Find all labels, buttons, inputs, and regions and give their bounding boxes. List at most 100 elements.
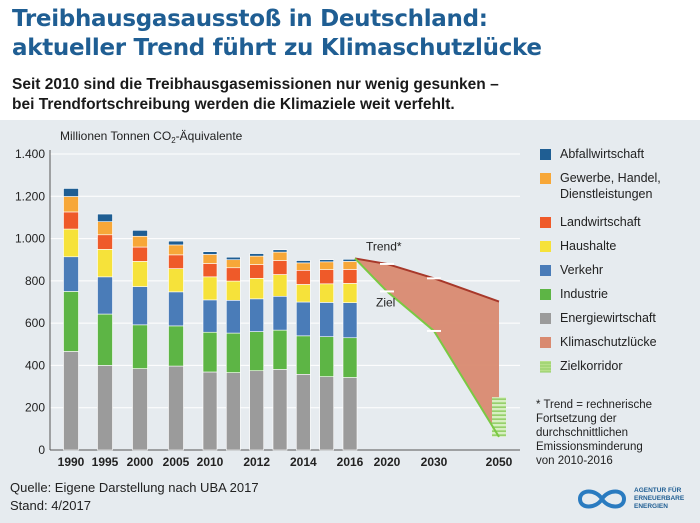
bar-segment [296, 262, 311, 271]
bar-segment [342, 261, 358, 270]
subtitle-line-1: Seit 2010 sind die Treibhausgasemissione… [12, 76, 499, 93]
bar-segment [226, 267, 241, 282]
trend-footnote: Emissionsminderung [536, 441, 643, 453]
bar-segment [272, 295, 288, 331]
x-tick-label: 2020 [374, 455, 401, 469]
legend-label: Verkehr [560, 263, 603, 277]
aee-logo: AGENTUR FÜR ERNEUERBARE ENERGIEN [574, 485, 694, 513]
legend-label: Dienstleistungen [560, 187, 652, 201]
bar-segment [168, 240, 184, 246]
climate-gap-area [355, 258, 499, 437]
bar-segment [202, 263, 218, 278]
legend-swatch [540, 149, 551, 160]
logo-text-3: ENERGIEN [634, 503, 668, 510]
bar-segment [319, 336, 334, 377]
y-tick-label: 600 [25, 316, 45, 330]
bar-segment [132, 324, 148, 369]
emissions-chart: 0 200 400 600 800 1.000 1.200 1.400 Millionen To… [15, 129, 661, 469]
trend-footnote: von 2010-2016 [536, 455, 613, 467]
legend-label: Gewerbe, Handel, [560, 171, 661, 185]
y-tick-label: 800 [25, 274, 45, 288]
bar-segment [249, 298, 264, 332]
trend-line [354, 257, 500, 303]
legend-label: Landwirtschaft [560, 215, 641, 229]
y-tick-label: 1.000 [15, 232, 45, 246]
legend-swatch [540, 265, 551, 276]
trend-footnote: durchschnittlichen [536, 427, 628, 439]
chart-panel: 0 200 400 600 800 1.000 1.200 1.400 Millionen To… [0, 120, 700, 523]
bar-segment [296, 374, 311, 451]
bar-segment [168, 254, 184, 269]
bar-segment [132, 286, 148, 326]
target-label: Ziel [376, 295, 395, 309]
legend-swatch [540, 337, 551, 348]
x-tick-label: 2012 [243, 455, 270, 469]
y-axis-label: Millionen Tonnen CO2-Äquivalente [60, 129, 243, 145]
bar-segment [63, 351, 79, 451]
legend-swatch [540, 289, 551, 300]
bar-segment [97, 213, 113, 222]
bar-segment [226, 300, 241, 334]
bar-segment [249, 255, 264, 265]
bar-segment [168, 291, 184, 327]
bar-segment [272, 274, 288, 297]
x-tick-label: 2016 [337, 455, 364, 469]
bar-segment [168, 365, 184, 451]
bar-segment [272, 369, 288, 451]
bar-segment [272, 251, 288, 261]
legend-label: Energiewirtschaft [560, 311, 656, 325]
infinity-logo-icon [577, 489, 627, 509]
x-tick-label: 1990 [58, 455, 85, 469]
bar-segment [202, 276, 218, 301]
bar-segment [342, 377, 358, 451]
bar-segment [202, 251, 218, 255]
bar-segment [132, 235, 148, 248]
bar-segment [168, 325, 184, 367]
subtitle-line-2: bei Trendfortschreibung werden die Klima… [12, 96, 455, 113]
legend-swatch [540, 313, 551, 324]
title-line-1: Treibhausgasausstoß in Deutschland: [12, 6, 488, 32]
bar-segment [272, 249, 288, 253]
bar-segment [132, 261, 148, 287]
bar-segment [63, 256, 79, 292]
legend-label: Klimaschutzlücke [560, 335, 657, 349]
y-tick-label: 1.400 [15, 147, 45, 161]
target-line [354, 257, 500, 438]
bar-segment [168, 268, 184, 293]
y-tick-label: 400 [25, 358, 45, 372]
legend-label: Haushalte [560, 239, 616, 253]
y-tick-label: 1.200 [15, 189, 45, 203]
trend-label: Trend* [366, 239, 402, 253]
bar-segment [226, 280, 241, 301]
bar-segment [319, 302, 334, 337]
x-tick-label: 2005 [163, 455, 190, 469]
bar-segment [296, 260, 311, 264]
bar-segment [202, 299, 218, 333]
y-tick-label: 200 [25, 401, 45, 415]
bar-segment [319, 283, 334, 303]
bar-segment [63, 228, 79, 258]
title-line-2: aktueller Trend führt zu Klimaschutzlück… [12, 35, 542, 61]
legend-label: Abfallwirtschaft [560, 147, 645, 161]
bar-segment [342, 283, 358, 303]
legend-label: Zielkorridor [560, 359, 623, 373]
bar-segment [319, 376, 334, 451]
logo-text-2: ERNEUERBARE [634, 495, 685, 502]
x-tick-label: 2014 [290, 455, 317, 469]
legend-swatch [540, 173, 551, 184]
trend-footnote: * Trend = rechnerische [536, 399, 652, 411]
legend-label: Industrie [560, 287, 608, 301]
bar-segment [319, 259, 334, 263]
bar-segment [132, 368, 148, 451]
bar-segment [202, 331, 218, 373]
bar-segment [296, 284, 311, 303]
bar-segment [168, 244, 184, 256]
bar-segment [97, 365, 113, 451]
bar-segment [249, 331, 264, 372]
bar-segment [226, 372, 241, 451]
x-tick-label: 2010 [197, 455, 224, 469]
bar-segment [272, 329, 288, 370]
bar-segment [63, 188, 79, 197]
bar-segment [296, 301, 311, 337]
